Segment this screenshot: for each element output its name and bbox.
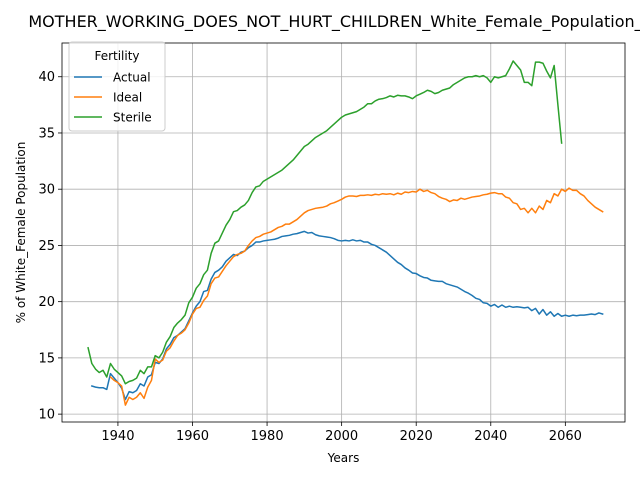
series-lines bbox=[87, 60, 604, 406]
y-tick-label: 20 bbox=[38, 295, 55, 310]
x-axis-ticks: 1940 1960 1980 2000 2020 2040 2060 bbox=[101, 422, 582, 444]
legend-label: Ideal bbox=[113, 91, 142, 105]
legend: Fertility Actual Ideal Sterile bbox=[68, 41, 166, 132]
x-tick-label: 2060 bbox=[549, 429, 582, 444]
legend-title: Fertility bbox=[94, 49, 139, 63]
x-tick-label: 2020 bbox=[400, 429, 433, 444]
y-tick-label: 30 bbox=[38, 183, 55, 198]
x-tick-label: 2040 bbox=[474, 429, 507, 444]
x-tick-label: 1940 bbox=[101, 429, 134, 444]
legend-label: Actual bbox=[113, 71, 151, 85]
series-line-sterile bbox=[87, 60, 563, 385]
y-tick-label: 15 bbox=[38, 351, 55, 366]
y-tick-label: 25 bbox=[38, 239, 55, 254]
legend-label: Sterile bbox=[113, 111, 152, 125]
y-axis-ticks: 10 15 20 25 30 35 40 bbox=[38, 70, 62, 423]
legend-entries: Actual Ideal Sterile bbox=[74, 71, 152, 125]
y-tick-label: 35 bbox=[38, 126, 55, 141]
x-tick-label: 2000 bbox=[325, 429, 358, 444]
chart-title: MOTHER_WORKING_DOES_NOT_HURT_CHILDREN_Wh… bbox=[28, 12, 640, 32]
legend-entry-sterile: Sterile bbox=[74, 111, 152, 125]
legend-box bbox=[68, 41, 166, 132]
legend-entry-actual: Actual bbox=[74, 71, 151, 85]
series-line-ideal bbox=[109, 187, 604, 406]
x-tick-label: 1980 bbox=[251, 429, 284, 444]
y-axis-label: % of White_Female Population bbox=[14, 142, 28, 324]
y-tick-label: 40 bbox=[38, 70, 55, 85]
plot-frame bbox=[61, 42, 626, 423]
x-tick-label: 1960 bbox=[176, 429, 209, 444]
x-axis-label: Years bbox=[327, 451, 360, 465]
y-tick-label: 10 bbox=[38, 408, 55, 423]
legend-entry-ideal: Ideal bbox=[74, 91, 142, 105]
